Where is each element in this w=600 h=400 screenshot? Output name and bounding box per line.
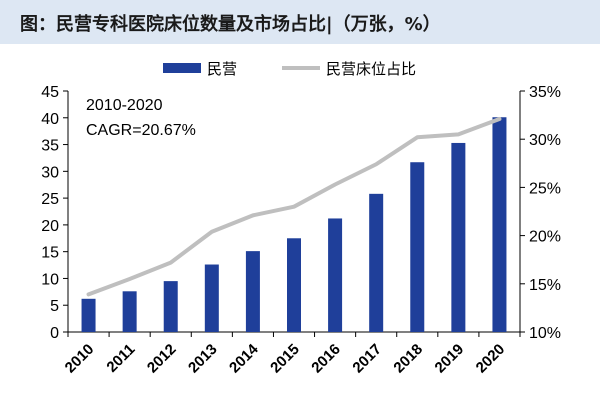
x-tick-label: 2014 bbox=[226, 340, 262, 376]
y-right-tick-label: 10% bbox=[529, 325, 561, 342]
bar bbox=[204, 264, 219, 332]
chart-title: 图：民营专科医院床位数量及市场占比|（万张，%） bbox=[20, 14, 441, 35]
legend-label-line: 民营床位占比 bbox=[326, 60, 416, 78]
x-axis-ticks: 2010 2011 2012 2013 2014 2015 2016 2017 2018 2019… bbox=[62, 340, 509, 376]
x-tick-label: 2011 bbox=[103, 341, 138, 376]
bar bbox=[287, 238, 301, 332]
bar bbox=[328, 218, 343, 332]
legend-label-bar: 民营 bbox=[207, 60, 237, 78]
bar bbox=[451, 142, 466, 332]
bars bbox=[81, 117, 507, 333]
cagr-annotation: 2010-2020 CAGR=20.67% bbox=[86, 97, 196, 139]
y-left-tick-label: 15 bbox=[41, 245, 59, 262]
y-left-tick-label: 10 bbox=[41, 271, 59, 288]
chart: 民营 民营床位占比 0 5 10 15 20 25 30 35 40 45 10% 15% 20% 25%… bbox=[41, 60, 561, 376]
legend-swatch-bar bbox=[163, 63, 201, 73]
y-left-tick-label: 25 bbox=[41, 191, 59, 208]
bar bbox=[163, 281, 178, 332]
x-tick-label: 2020 bbox=[473, 341, 509, 377]
y-right-tick-label: 15% bbox=[529, 277, 561, 294]
bar bbox=[369, 193, 384, 332]
y-left-tick-label: 40 bbox=[41, 111, 59, 128]
y-left-tick-label: 0 bbox=[50, 325, 59, 342]
y-left-tick-label: 45 bbox=[41, 84, 59, 101]
bar bbox=[81, 298, 96, 332]
annotation-cagr: CAGR=20.67% bbox=[86, 122, 196, 139]
bar bbox=[122, 291, 137, 332]
x-tick-label: 2015 bbox=[267, 341, 303, 377]
y-left-tick-label: 30 bbox=[41, 164, 59, 181]
bar bbox=[492, 117, 507, 333]
y-right-tick-label: 25% bbox=[529, 180, 561, 197]
y-left-tick-label: 35 bbox=[41, 138, 59, 155]
x-tick-label: 2017 bbox=[349, 341, 385, 377]
annotation-period: 2010-2020 bbox=[86, 97, 163, 114]
x-tick-label: 2019 bbox=[432, 341, 468, 377]
x-tick-label: 2010 bbox=[62, 341, 98, 377]
x-tick-label: 2018 bbox=[390, 341, 426, 377]
y-left-tick-label: 20 bbox=[41, 218, 59, 235]
bar bbox=[245, 251, 260, 332]
y-left-tick-label: 5 bbox=[50, 298, 59, 315]
x-tick-label: 2012 bbox=[144, 341, 180, 377]
axes: 0 5 10 15 20 25 30 35 40 45 10% 15% 20% 25% 30% 35% bbox=[41, 84, 561, 342]
y-right-tick-label: 35% bbox=[529, 84, 561, 101]
x-tick-label: 2016 bbox=[308, 341, 344, 377]
x-tick-label: 2013 bbox=[185, 341, 221, 377]
legend: 民营 民营床位占比 bbox=[163, 60, 416, 78]
title-bar: 图：民营专科医院床位数量及市场占比|（万张，%） bbox=[0, 0, 600, 44]
y-right-tick-label: 30% bbox=[529, 132, 561, 149]
bar bbox=[410, 162, 425, 332]
y-right-tick-label: 20% bbox=[529, 229, 561, 246]
line-layer bbox=[86, 116, 502, 297]
